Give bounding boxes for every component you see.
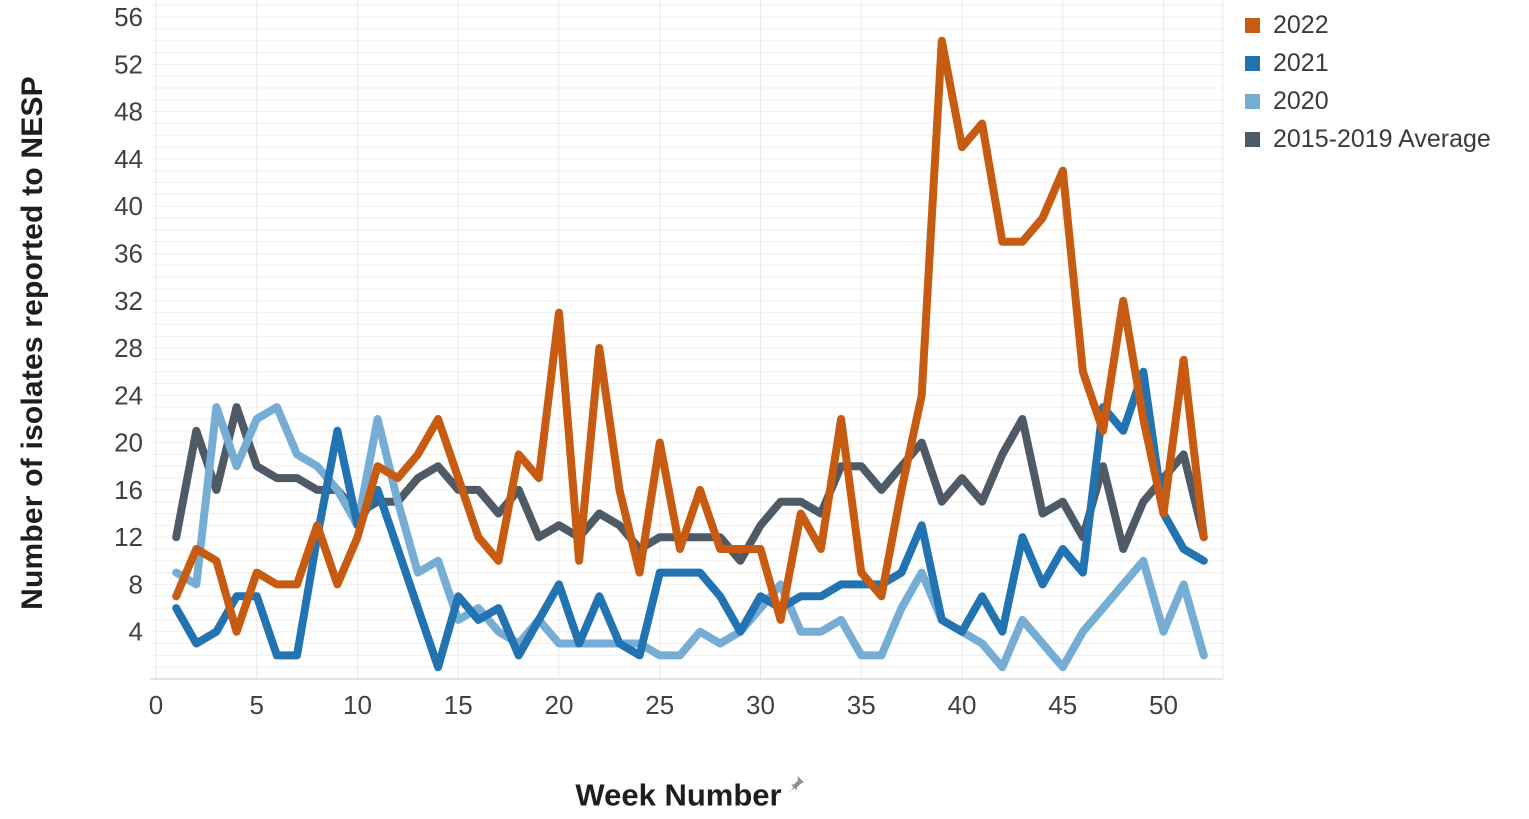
legend-swatch-2020 xyxy=(1245,93,1260,109)
x-tick-label: 0 xyxy=(149,690,163,720)
y-tick-label: 40 xyxy=(114,191,143,221)
y-tick-label: 8 xyxy=(129,569,143,599)
legend-item-2021[interactable]: 2021 xyxy=(1245,44,1491,82)
y-tick-label: 28 xyxy=(114,333,143,363)
y-tick-label: 24 xyxy=(114,380,143,410)
legend-item-2020[interactable]: 2020 xyxy=(1245,82,1491,120)
x-tick-label: 15 xyxy=(444,690,473,720)
legend-swatch-2022 xyxy=(1245,17,1260,33)
y-tick-label: 56 xyxy=(114,2,143,32)
x-tick-label: 50 xyxy=(1149,690,1178,720)
x-tick-label: 30 xyxy=(746,690,775,720)
legend-item-2022[interactable]: 2022 xyxy=(1245,6,1491,44)
legend-item-2015-2019-average[interactable]: 2015-2019 Average xyxy=(1245,120,1491,158)
series-line-2021 xyxy=(172,367,1208,672)
x-tick-label: 25 xyxy=(645,690,674,720)
x-tick-label: 35 xyxy=(847,690,876,720)
y-axis-title: Number of isolates reported to NESP xyxy=(16,76,49,610)
legend-label-2022: 2022 xyxy=(1273,10,1329,39)
y-tick-label: 20 xyxy=(114,428,143,458)
legend-swatch-average xyxy=(1245,131,1260,147)
chart-legend: 2022 2021 2020 2015-2019 Average xyxy=(1245,6,1491,158)
x-axis-title-wrap: Week Number xyxy=(480,766,900,813)
y-tick-label: 52 xyxy=(114,49,143,79)
y-tick-label: 44 xyxy=(114,144,143,174)
y-tick-label: 48 xyxy=(114,97,143,127)
x-axis-title: Week Number xyxy=(575,777,782,813)
legend-label-2021: 2021 xyxy=(1273,48,1329,77)
x-tick-label: 40 xyxy=(948,690,977,720)
series-line-2022 xyxy=(172,36,1208,636)
y-tick-label: 4 xyxy=(129,617,143,647)
x-tick-label: 5 xyxy=(250,690,264,720)
y-tick-label: 12 xyxy=(114,522,143,552)
y-tick-label: 32 xyxy=(114,286,143,316)
y-tick-label: 36 xyxy=(114,238,143,268)
x-tick-label: 45 xyxy=(1048,690,1077,720)
legend-swatch-2021 xyxy=(1245,55,1260,71)
y-tick-label: 16 xyxy=(114,475,143,505)
legend-label-average: 2015-2019 Average xyxy=(1273,124,1491,153)
x-tick-label: 20 xyxy=(545,690,574,720)
series-line-2020 xyxy=(172,403,1208,672)
x-tick-label: 10 xyxy=(343,690,372,720)
pushpin-icon[interactable] xyxy=(788,766,805,802)
legend-label-2020: 2020 xyxy=(1273,86,1329,115)
